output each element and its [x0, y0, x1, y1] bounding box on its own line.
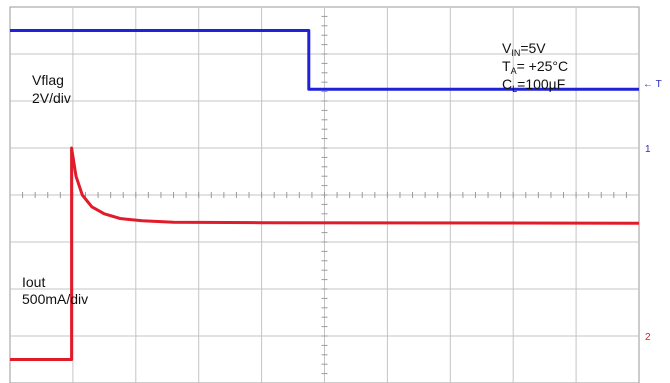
iout-trace	[10, 146, 640, 361]
trigger-level-marker: ← T	[643, 79, 662, 90]
vflag-scale-label: 2V/div	[32, 90, 71, 106]
vflag-label: Vflag	[32, 72, 64, 88]
traces	[10, 29, 640, 361]
ta-condition: TA= +25°C	[502, 58, 569, 76]
vflag-trace	[10, 29, 639, 91]
grid	[10, 7, 639, 383]
channel-2-marker: 2	[645, 332, 651, 343]
channel-1-marker: 1	[645, 144, 651, 155]
iout-label: Iout	[22, 274, 46, 290]
cl-condition: CL=100µF	[502, 76, 566, 94]
iout-scale-label: 500mA/div	[22, 291, 89, 307]
vin-condition: VIN=5V	[502, 40, 546, 58]
